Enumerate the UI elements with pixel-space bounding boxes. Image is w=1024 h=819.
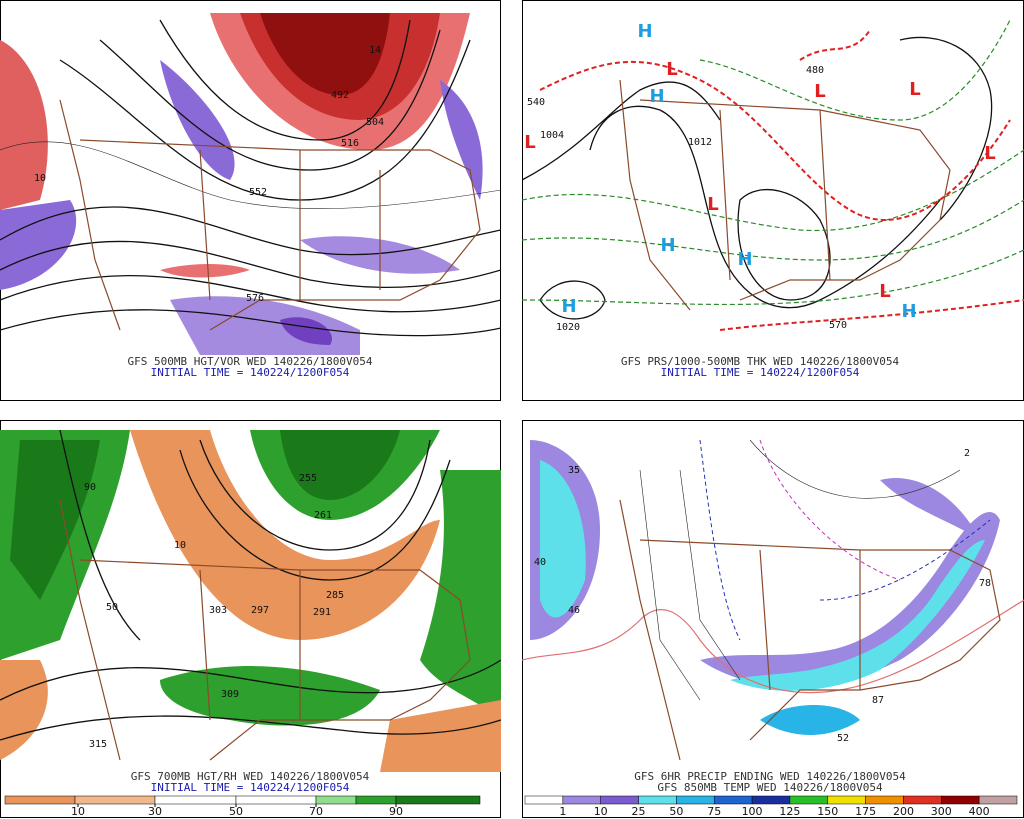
colorbar-label: 70 — [309, 805, 323, 818]
colorbar-segment — [638, 795, 677, 805]
colorbar-segment — [903, 795, 942, 805]
contour-label: 540 — [527, 97, 545, 108]
contour-label: 10 — [174, 540, 186, 551]
contour-label: 40 — [534, 557, 546, 568]
colorbar-label: 1 — [559, 805, 566, 818]
caption: GFS PRS/1000-500MB THK WED 140226/1800V0… — [621, 355, 900, 368]
high-marker: H — [660, 235, 675, 256]
contour-label: 1020 — [556, 322, 580, 333]
colorbar-label: 100 — [742, 805, 763, 818]
low-marker: L — [814, 81, 825, 102]
colorbar-label: 300 — [931, 805, 952, 818]
high-marker: H — [901, 301, 916, 322]
high-marker: H — [561, 296, 576, 317]
colorbar-segment — [676, 795, 715, 805]
colorbar-segment — [978, 795, 1018, 805]
colorbar-segment — [941, 795, 980, 805]
contour-label: 492 — [331, 90, 349, 101]
contour-label: 297 — [251, 605, 269, 616]
contour-label: 291 — [313, 607, 331, 618]
contour-label: 504 — [366, 117, 384, 128]
contour-label: 10 — [34, 173, 46, 184]
colorbar-segment — [74, 795, 156, 805]
low-marker: L — [524, 132, 535, 153]
contour-label: 315 — [89, 739, 107, 750]
contour-label: 576 — [246, 293, 264, 304]
caption-secondary: GFS 850MB TEMP WED 140226/1800V054 — [657, 781, 883, 794]
contour-label: 480 — [806, 65, 824, 76]
contour-label: 570 — [829, 320, 847, 331]
contour-label: 1004 — [540, 130, 564, 141]
contour-label: 516 — [341, 138, 359, 149]
colorbar-segment — [562, 795, 601, 805]
caption: GFS 6HR PRECIP ENDING WED 140226/1800V05… — [634, 770, 906, 783]
contour-label: 303 — [209, 605, 227, 616]
colorbar-segment — [751, 795, 791, 805]
colorbar-segment — [154, 795, 237, 805]
high-marker: H — [737, 249, 752, 270]
contour-label: 552 — [249, 187, 267, 198]
caption: GFS 500MB HGT/VOR WED 140226/1800V054 — [127, 355, 372, 368]
colorbar-label: 150 — [817, 805, 838, 818]
colorbar-segment — [235, 795, 317, 805]
colorbar-label: 90 — [389, 805, 403, 818]
caption: GFS 700MB HGT/RH WED 140226/1800V054 — [131, 770, 370, 783]
initial-time: INITIAL TIME = 140224/1200F054 — [661, 366, 860, 379]
panel-pressure-thickness: GFS PRS/1000-500MB THK WED 140226/1800V0… — [522, 0, 1024, 401]
panel-700mb: GFS 700MB HGT/RH WED 140226/1800V054 INI… — [0, 420, 501, 818]
contour-label: 52 — [837, 733, 849, 744]
colorbar-segment — [600, 795, 639, 805]
colorbar-label: 125 — [779, 805, 800, 818]
contour-label: 261 — [314, 510, 332, 521]
contour-label: 87 — [872, 695, 884, 706]
colorbar-label: 30 — [148, 805, 162, 818]
colorbar-segment — [524, 795, 564, 805]
high-marker: H — [649, 86, 664, 107]
colorbar-segment — [789, 795, 829, 805]
colorbar-label: 10 — [594, 805, 608, 818]
contour-label: 1012 — [688, 137, 712, 148]
contour-label: 309 — [221, 689, 239, 700]
contour-label: 285 — [326, 590, 344, 601]
high-marker: H — [637, 21, 652, 42]
colorbar-rh: 10 30 50 70 90 — [4, 795, 481, 818]
colorbar-label: 400 — [969, 805, 990, 818]
low-marker: L — [879, 281, 890, 302]
contour-label: 46 — [568, 605, 580, 616]
initial-time: INITIAL TIME = 140224/1200F054 — [151, 781, 350, 794]
low-marker: L — [909, 79, 920, 100]
low-marker: L — [984, 143, 995, 164]
low-marker: L — [707, 194, 718, 215]
low-marker: L — [666, 59, 677, 80]
colorbar-label: 10 — [71, 805, 85, 818]
contour-label: 2 — [964, 448, 970, 459]
contour-label: 78 — [979, 578, 991, 589]
colorbar-label: 200 — [893, 805, 914, 818]
colorbar-segment — [827, 795, 866, 805]
contour-label: 35 — [568, 465, 580, 476]
panel-precip: GFS 6HR PRECIP ENDING WED 140226/1800V05… — [522, 420, 1024, 818]
colorbar-segment — [865, 795, 904, 805]
initial-time: INITIAL TIME = 140224/1200F054 — [151, 366, 350, 379]
contour-label: 255 — [299, 473, 317, 484]
colorbar-segment — [713, 795, 753, 805]
contour-label: 50 — [106, 602, 118, 613]
colorbar-precip: 1 10 25 50 75 100 125 150 175 200 300 400 — [524, 795, 1018, 818]
colorbar-segment — [315, 795, 357, 805]
panel-500mb: GFS 500MB HGT/VOR WED 140226/1800V054 IN… — [0, 0, 501, 401]
contour-label: 14 — [369, 45, 381, 56]
colorbar-segment — [355, 795, 397, 805]
colorbar-label: 25 — [632, 805, 646, 818]
contour-label: 90 — [84, 482, 96, 493]
colorbar-segment — [4, 795, 76, 805]
colorbar-label: 75 — [707, 805, 721, 818]
colorbar-segment — [395, 795, 481, 805]
colorbar-label: 50 — [229, 805, 243, 818]
colorbar-label: 50 — [669, 805, 683, 818]
colorbar-label: 175 — [855, 805, 876, 818]
